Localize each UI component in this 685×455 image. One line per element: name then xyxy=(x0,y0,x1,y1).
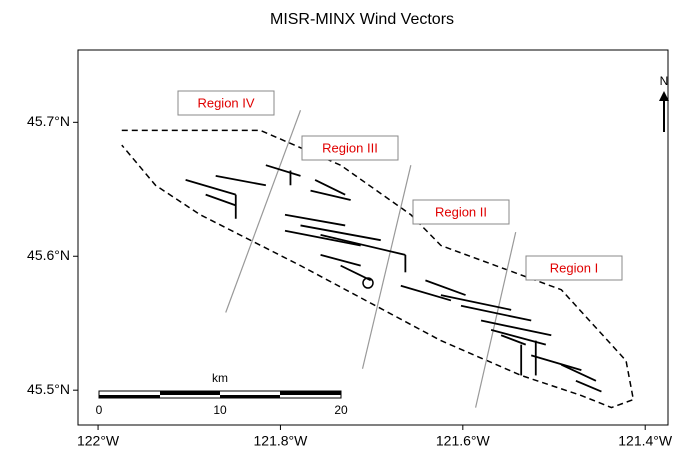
plot-frame xyxy=(77,49,669,426)
region-divider xyxy=(475,232,517,408)
region-outline xyxy=(121,129,635,409)
wind-vector xyxy=(265,164,301,177)
region-label-box xyxy=(412,199,510,225)
wind-vector xyxy=(205,193,237,207)
north-label: N xyxy=(660,74,669,88)
wind-vector xyxy=(314,179,346,196)
wind-vector xyxy=(400,284,452,302)
scale-bar-unit: km xyxy=(212,371,228,385)
wind-vector xyxy=(284,213,346,227)
y-tick-label: 45.5°N xyxy=(27,381,70,397)
region-label: Region II xyxy=(435,204,487,219)
scale-bar-label: 20 xyxy=(334,403,348,417)
y-tick-label: 45.6°N xyxy=(27,247,70,263)
wind-vector xyxy=(440,294,512,311)
wind-vector xyxy=(310,189,351,201)
region-label: Region III xyxy=(322,140,378,155)
y-tick-label: 45.7°N xyxy=(27,113,70,129)
x-tick-label: 121.8°W xyxy=(254,433,309,449)
scale-bar-segment xyxy=(160,391,220,395)
scale-bar-segment xyxy=(220,395,280,398)
wind-vector xyxy=(300,224,381,242)
x-tick-label: 122°W xyxy=(77,433,120,449)
scale-bar-segment xyxy=(280,391,341,395)
wind-vector xyxy=(215,175,267,187)
wind-vector xyxy=(500,334,527,346)
wind-vector xyxy=(284,229,361,247)
wind-vector xyxy=(340,264,372,282)
region-label: Region I xyxy=(550,260,598,275)
x-tick-label: 121.6°W xyxy=(436,433,491,449)
wind-vector xyxy=(490,329,547,346)
wind-vector xyxy=(560,363,597,382)
chart-title: MISR-MINX Wind Vectors xyxy=(270,11,454,28)
wind-vector xyxy=(530,354,582,371)
wind-vector xyxy=(320,254,361,267)
north-head xyxy=(659,91,669,101)
scale-bar: km 0 10 20 xyxy=(96,371,348,417)
region-divider xyxy=(225,110,302,313)
wind-vector xyxy=(460,304,532,322)
wind-vector xyxy=(185,179,237,196)
scale-bar-segment xyxy=(99,395,160,398)
site-marker xyxy=(362,277,374,289)
region-label: Region IV xyxy=(197,95,254,110)
scale-bar-label: 10 xyxy=(213,403,227,417)
region-label-box xyxy=(177,90,275,116)
wind-vector xyxy=(480,319,552,337)
region-label-box xyxy=(301,135,399,161)
x-tick-label: 121.4°W xyxy=(618,433,673,449)
wind-vector xyxy=(425,279,466,296)
wind-vector xyxy=(320,233,406,256)
region-divider xyxy=(361,165,412,369)
scale-bar-label: 0 xyxy=(96,403,103,417)
region-label-box xyxy=(525,255,623,281)
north-arrow: N xyxy=(659,74,669,132)
wind-vector xyxy=(575,379,602,393)
